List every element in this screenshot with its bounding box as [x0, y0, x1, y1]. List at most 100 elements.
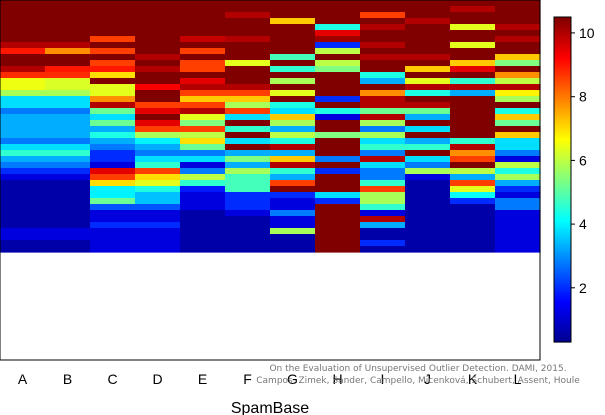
heatmap-cell: [90, 54, 136, 61]
colorbar-segment: [554, 327, 571, 330]
heatmap-cell: [180, 90, 226, 97]
colorbar-segment: [554, 170, 571, 173]
heatmap-cell: [270, 186, 316, 193]
heatmap-cell: [360, 30, 406, 43]
heatmap-cell: [405, 174, 451, 181]
heatmap-cell: [270, 234, 316, 253]
heatmap-cell: [135, 192, 181, 205]
heatmap-cell: [180, 54, 226, 61]
x-tick-label: B: [63, 371, 72, 387]
colorbar-segment: [554, 132, 571, 135]
heatmap-cell: [90, 0, 136, 37]
colorbar-segment: [554, 235, 571, 238]
colorbar-segment: [554, 125, 571, 128]
colorbar-frame: [553, 16, 572, 343]
heatmap-cell: [180, 96, 226, 103]
heatmap-cell: [270, 192, 316, 199]
colorbar-segment: [554, 17, 571, 20]
x-tick-label: L: [514, 371, 522, 387]
colorbar-segment: [554, 258, 571, 262]
colorbar-tick-labels: 2 4 6 8 10: [571, 25, 595, 296]
heatmap-cell: [405, 66, 451, 73]
colorbar-segment: [554, 275, 571, 278]
heatmap-cell: [225, 138, 271, 145]
heatmap-cell: [225, 168, 271, 175]
heatmap-cell: [270, 174, 316, 181]
colorbar-segment: [554, 278, 571, 282]
colorbar-segment: [554, 89, 571, 92]
colorbar-segment: [554, 336, 571, 339]
colorbar-segment: [554, 242, 571, 246]
heatmap-cell: [405, 114, 451, 121]
colorbar-segment: [554, 20, 571, 24]
heatmap-cell: [225, 12, 271, 19]
heatmap-cell: [225, 66, 271, 85]
heatmap-cell: [180, 126, 226, 133]
colorbar-segment: [554, 121, 571, 125]
heatmap-cell: [450, 6, 496, 13]
heatmap-cell: [315, 72, 361, 97]
heatmap-cell: [450, 24, 496, 31]
colorbar-segment: [554, 56, 571, 60]
heatmap-cell: [270, 66, 316, 73]
attribution-line-1: On the Evaluation of Unsupervised Outlie…: [269, 364, 566, 374]
heatmap-cell: [405, 120, 451, 127]
colorbar-segment: [554, 192, 571, 195]
colorbar-segment: [554, 24, 571, 27]
colorbar-segment: [554, 304, 571, 307]
heatmap-cell: [315, 120, 361, 133]
colorbar-segment: [554, 230, 571, 233]
heatmap-cell: [135, 132, 181, 139]
colorbar-segment: [554, 181, 571, 184]
heatmap-cell: [45, 138, 91, 145]
colorbar-segment: [554, 136, 571, 139]
heatmap-cell: [90, 114, 136, 121]
colorbar-segment: [554, 316, 571, 320]
heatmap-cell: [405, 168, 451, 175]
colorbar-segment: [554, 323, 571, 327]
heatmap-cell: [180, 114, 226, 121]
heatmap-cell: [315, 162, 361, 169]
heatmap-cell: [45, 174, 91, 181]
heatmap-cell: [225, 144, 271, 151]
heatmap-cell: [135, 144, 181, 151]
colorbar-segment: [554, 119, 571, 123]
colorbar-segment: [554, 38, 571, 42]
heatmap-cell: [405, 162, 451, 169]
heatmap-cell: [360, 240, 406, 247]
colorbar-segment: [554, 127, 571, 130]
colorbar-tick-label: 6: [579, 152, 587, 168]
colorbar-segment: [554, 141, 571, 144]
colorbar-segment: [554, 63, 571, 67]
colorbar-segment: [554, 27, 571, 31]
heatmap-cell: [495, 90, 541, 97]
heatmap-cell: [450, 78, 496, 85]
colorbar-segment: [554, 166, 571, 170]
heatmap-cells: [0, 0, 541, 253]
colorbar-segment: [554, 314, 571, 318]
colorbar-segment: [554, 313, 571, 316]
colorbar-segment: [554, 54, 571, 58]
heatmap-cell: [315, 138, 361, 157]
heatmap-cell: [450, 72, 496, 79]
colorbar-segment: [554, 157, 571, 161]
heatmap-cell: [180, 174, 226, 181]
heatmap-cell: [0, 54, 46, 67]
colorbar-segment: [554, 109, 571, 112]
colorbar-segment: [554, 18, 571, 22]
heatmap-cell: [360, 96, 406, 109]
heatmap-cell: [360, 132, 406, 139]
x-tick-label: I: [381, 371, 385, 387]
heatmap-cell: [0, 162, 46, 169]
heatmap-cell: [360, 72, 406, 79]
heatmap-cell: [270, 162, 316, 169]
colorbar-segment: [554, 74, 571, 78]
heatmap-cell: [495, 102, 541, 109]
colorbar-segment: [554, 201, 571, 204]
heatmap-cell: [225, 114, 271, 121]
heatmap-cell: [0, 96, 46, 109]
heatmap-cell: [495, 72, 541, 79]
colorbar-segment: [554, 320, 571, 323]
heatmap-cell: [360, 180, 406, 187]
heatmap-cell: [0, 114, 46, 139]
